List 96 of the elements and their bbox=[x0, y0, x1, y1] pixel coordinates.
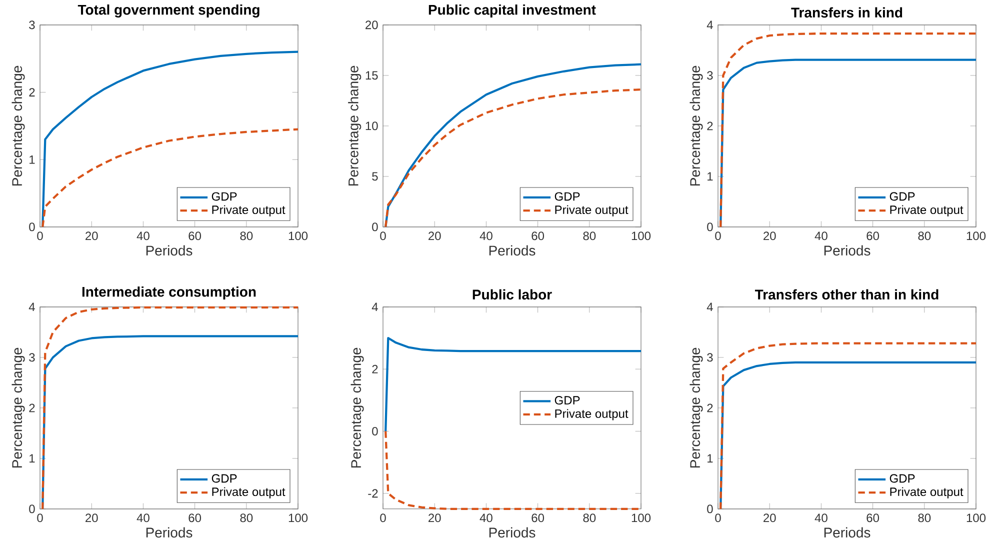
x-tick-label: 20 bbox=[764, 232, 776, 240]
y-tick-label: 10 bbox=[366, 122, 378, 130]
x-tick-label: 20 bbox=[428, 232, 441, 240]
x-tick-label: 100 bbox=[966, 232, 986, 240]
x-tick-label: 40 bbox=[136, 514, 150, 522]
y-axis-title: Percentage change bbox=[690, 66, 703, 186]
x-tick-label: 20 bbox=[428, 514, 441, 522]
y-tick-label: 4 bbox=[372, 302, 378, 312]
x-axis-title: Periods bbox=[146, 245, 192, 256]
x-tick-label: 80 bbox=[240, 514, 253, 522]
y-tick-label: 3 bbox=[707, 71, 713, 80]
y-tick-label: 2 bbox=[29, 88, 35, 96]
y-tick-label: 3 bbox=[29, 353, 35, 362]
chart-title: Public capital investment bbox=[428, 4, 596, 18]
x-tick-label: 100 bbox=[288, 514, 308, 522]
y-tick-label: 0 bbox=[372, 427, 378, 436]
y-tick-label: 0 bbox=[372, 222, 378, 232]
legend-label: GDP bbox=[890, 474, 915, 483]
legend-label: Private output bbox=[555, 409, 628, 420]
x-tick-label: 60 bbox=[866, 232, 880, 240]
y-tick-label: 1 bbox=[708, 454, 713, 463]
y-tick-label: 1 bbox=[30, 454, 35, 463]
y-tick-label: 4 bbox=[706, 20, 713, 30]
y-axis-title: Percentage change bbox=[12, 66, 25, 186]
x-tick-label: 40 bbox=[814, 514, 828, 522]
chart-title: Public labor bbox=[472, 289, 552, 300]
x-tick-label: 0 bbox=[37, 232, 43, 240]
y-tick-label: 2 bbox=[707, 404, 713, 412]
legend-label: Private output bbox=[890, 205, 964, 216]
legend-label: Private output bbox=[890, 487, 964, 498]
x-tick-label: 40 bbox=[814, 232, 828, 240]
x-tick-label: 0 bbox=[37, 514, 43, 522]
x-tick-label: 100 bbox=[288, 232, 308, 240]
y-tick-label: 0 bbox=[707, 504, 713, 514]
x-tick-label: 0 bbox=[380, 232, 386, 240]
y-tick-label: 2 bbox=[372, 364, 378, 374]
line-series bbox=[384, 88, 642, 228]
y-tick-label: 4 bbox=[28, 302, 35, 312]
x-axis-title: Periods bbox=[824, 245, 870, 256]
y-tick-label: 0 bbox=[707, 222, 713, 232]
y-tick-label: 3 bbox=[707, 353, 713, 362]
x-tick-label: 80 bbox=[583, 514, 596, 522]
y-tick-label: 2 bbox=[29, 404, 35, 412]
line-series bbox=[42, 128, 300, 228]
y-axis-title: Percentage change bbox=[12, 348, 25, 468]
x-tick-label: 40 bbox=[480, 232, 492, 240]
legend-label: GDP bbox=[212, 474, 237, 483]
x-tick-label: 20 bbox=[764, 514, 776, 522]
y-tick-label: 1 bbox=[708, 172, 713, 181]
x-tick-label: 80 bbox=[240, 232, 253, 240]
x-tick-label: 20 bbox=[86, 232, 98, 240]
x-tick-label: 60 bbox=[188, 514, 202, 522]
x-tick-label: 80 bbox=[583, 232, 596, 240]
chart-title: Transfers other than in kind bbox=[754, 289, 938, 300]
y-axis-title: Percentage change bbox=[350, 348, 364, 468]
x-axis-title: Periods bbox=[489, 527, 536, 538]
chart-title: Intermediate consumption bbox=[82, 286, 256, 300]
y-tick-label: 4 bbox=[706, 302, 713, 312]
legend-label: Private output bbox=[212, 205, 286, 216]
x-tick-label: 0 bbox=[715, 232, 721, 240]
x-tick-label: 40 bbox=[480, 514, 492, 522]
chart-title: Total government spending bbox=[78, 4, 260, 18]
x-tick-label: 40 bbox=[136, 232, 150, 240]
x-tick-label: 20 bbox=[86, 514, 98, 522]
chart-title: Transfers in kind bbox=[791, 7, 902, 18]
legend-label: Private output bbox=[555, 205, 628, 216]
y-axis-title: Percentage change bbox=[690, 348, 703, 468]
x-tick-label: 100 bbox=[632, 514, 651, 522]
x-tick-label: 100 bbox=[632, 232, 651, 240]
y-tick-label: -2 bbox=[368, 489, 378, 498]
y-axis-title: Percentage change bbox=[348, 66, 362, 186]
legend-label: GDP bbox=[890, 192, 915, 201]
x-tick-label: 60 bbox=[188, 232, 202, 240]
y-tick-label: 0 bbox=[29, 504, 35, 514]
x-tick-label: 0 bbox=[380, 514, 386, 522]
y-tick-label: 5 bbox=[372, 172, 378, 181]
x-tick-label: 80 bbox=[918, 232, 931, 240]
x-axis-title: Periods bbox=[489, 245, 536, 256]
x-tick-label: 60 bbox=[532, 232, 544, 240]
legend-label: GDP bbox=[554, 396, 580, 405]
y-tick-label: 1 bbox=[30, 155, 35, 164]
x-tick-label: 60 bbox=[532, 514, 544, 522]
x-tick-label: 80 bbox=[918, 514, 931, 522]
y-tick-label: 20 bbox=[366, 20, 378, 30]
legend-label: GDP bbox=[212, 192, 237, 201]
y-tick-label: 3 bbox=[29, 20, 35, 30]
legend-label: Private output bbox=[212, 487, 286, 498]
x-tick-label: 100 bbox=[966, 514, 986, 522]
y-tick-label: 2 bbox=[707, 122, 713, 130]
legend-label: GDP bbox=[554, 192, 580, 201]
x-tick-label: 0 bbox=[715, 514, 721, 522]
x-axis-title: Periods bbox=[824, 527, 870, 538]
y-tick-label: 15 bbox=[366, 71, 378, 80]
x-tick-label: 60 bbox=[866, 514, 880, 522]
x-axis-title: Periods bbox=[146, 527, 192, 538]
y-tick-label: 0 bbox=[29, 222, 35, 232]
